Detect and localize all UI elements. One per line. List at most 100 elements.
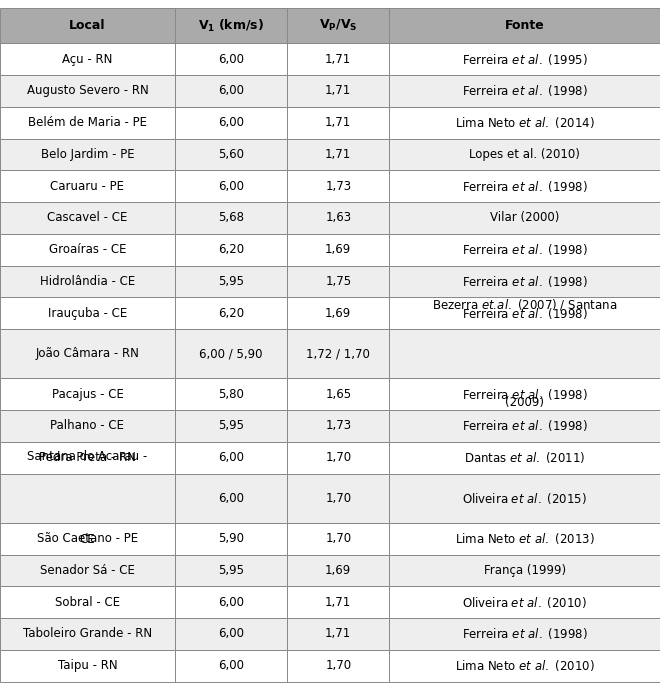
Text: Oliveira $\it{et\ al.}$ (2015): Oliveira $\it{et\ al.}$ (2015) <box>462 490 587 506</box>
Text: Irauçuba - CE: Irauçuba - CE <box>48 307 127 320</box>
Bar <box>389 43 660 75</box>
Text: Belém de Maria - PE: Belém de Maria - PE <box>28 116 147 129</box>
Text: Ferreira $\it{et\ al.}$ (1998): Ferreira $\it{et\ al.}$ (1998) <box>462 627 587 641</box>
Text: Hidrolândia - CE: Hidrolândia - CE <box>40 275 135 288</box>
Text: 5,80: 5,80 <box>218 388 244 401</box>
Text: 5,90: 5,90 <box>218 532 244 545</box>
Text: 1,65: 1,65 <box>325 388 351 401</box>
Text: Augusto Severo - RN: Augusto Severo - RN <box>26 84 148 97</box>
Bar <box>175 202 287 234</box>
Bar <box>287 234 389 266</box>
Bar <box>0 297 175 329</box>
Bar <box>287 410 389 442</box>
Text: Bezerra $\it{et\ al.}$ (2007) / Santana: Bezerra $\it{et\ al.}$ (2007) / Santana <box>432 297 617 312</box>
Bar <box>175 473 287 523</box>
Bar <box>175 410 287 442</box>
Bar <box>389 202 660 234</box>
Text: 6,00: 6,00 <box>218 84 244 97</box>
Text: 1,71: 1,71 <box>325 53 351 66</box>
Text: $\mathbf{V_P/V_S}$: $\mathbf{V_P/V_S}$ <box>319 18 358 34</box>
Bar <box>0 202 175 234</box>
Text: 6,00: 6,00 <box>218 53 244 66</box>
Bar <box>0 555 175 586</box>
Text: Taboleiro Grande - RN: Taboleiro Grande - RN <box>23 627 152 640</box>
Text: Ferreira $\it{et\ al.}$ (1998): Ferreira $\it{et\ al.}$ (1998) <box>462 419 587 434</box>
Text: 6,20: 6,20 <box>218 243 244 256</box>
Text: 5,95: 5,95 <box>218 419 244 432</box>
Text: 1,69: 1,69 <box>325 564 351 577</box>
Bar <box>389 171 660 202</box>
Text: 6,00: 6,00 <box>218 659 244 672</box>
Bar <box>389 138 660 171</box>
Bar <box>0 266 175 297</box>
Text: Açu - RN: Açu - RN <box>62 53 113 66</box>
Text: Belo Jardim - PE: Belo Jardim - PE <box>41 148 134 161</box>
Text: 5,68: 5,68 <box>218 212 244 225</box>
Text: São Caetano - PE: São Caetano - PE <box>37 532 138 545</box>
Text: 5,95: 5,95 <box>218 275 244 288</box>
Bar <box>287 75 389 107</box>
Bar <box>175 266 287 297</box>
Text: Ferreira $\it{et\ al.}$ (1998): Ferreira $\it{et\ al.}$ (1998) <box>462 306 587 321</box>
Text: Lopes et al. (2010): Lopes et al. (2010) <box>469 148 580 161</box>
Text: 1,69: 1,69 <box>325 243 351 256</box>
Bar <box>287 618 389 650</box>
Text: 1,71: 1,71 <box>325 596 351 609</box>
Text: 6,00: 6,00 <box>218 179 244 192</box>
Bar <box>0 138 175 171</box>
Text: Ferreira $\it{et\ al.}$ (1998): Ferreira $\it{et\ al.}$ (1998) <box>462 387 587 401</box>
Bar <box>0 75 175 107</box>
Text: Pacajus - CE: Pacajus - CE <box>51 388 123 401</box>
Bar <box>287 8 389 43</box>
Text: 1,75: 1,75 <box>325 275 351 288</box>
Text: 1,69: 1,69 <box>325 307 351 320</box>
Bar <box>389 107 660 138</box>
Bar <box>389 410 660 442</box>
Text: Caruaru - PE: Caruaru - PE <box>50 179 125 192</box>
Bar <box>175 555 287 586</box>
Text: CE: CE <box>80 534 95 547</box>
Bar <box>175 442 287 473</box>
Text: 1,71: 1,71 <box>325 84 351 97</box>
Bar <box>0 378 175 410</box>
Text: Local: Local <box>69 19 106 32</box>
Bar <box>0 523 175 555</box>
Bar <box>287 329 389 378</box>
Text: 1,70: 1,70 <box>325 451 351 464</box>
Bar <box>287 473 389 523</box>
Bar <box>389 442 660 473</box>
Bar <box>175 138 287 171</box>
Bar <box>287 555 389 586</box>
Bar <box>389 75 660 107</box>
Text: 1,71: 1,71 <box>325 148 351 161</box>
Bar <box>287 43 389 75</box>
Text: 6,00: 6,00 <box>218 492 244 505</box>
Bar <box>389 523 660 555</box>
Bar <box>175 234 287 266</box>
Bar <box>175 586 287 618</box>
Text: Palhano - CE: Palhano - CE <box>50 419 125 432</box>
Bar <box>175 75 287 107</box>
Text: Lima Neto $\it{et\ al.}$ (2010): Lima Neto $\it{et\ al.}$ (2010) <box>455 658 595 673</box>
Bar <box>287 378 389 410</box>
Text: Fonte: Fonte <box>505 19 544 32</box>
Text: Senador Sá - CE: Senador Sá - CE <box>40 564 135 577</box>
Text: Ferreira $\it{et\ al.}$ (1998): Ferreira $\it{et\ al.}$ (1998) <box>462 242 587 257</box>
Bar <box>389 618 660 650</box>
Text: 1,72 / 1,70: 1,72 / 1,70 <box>306 347 370 360</box>
Bar <box>389 329 660 378</box>
Bar <box>0 586 175 618</box>
Bar <box>389 586 660 618</box>
Text: 1,70: 1,70 <box>325 532 351 545</box>
Bar <box>175 297 287 329</box>
Bar <box>287 297 389 329</box>
Text: 6,00: 6,00 <box>218 451 244 464</box>
Text: 6,00: 6,00 <box>218 116 244 129</box>
Text: Ferreira $\it{et\ al.}$ (1995): Ferreira $\it{et\ al.}$ (1995) <box>462 51 587 66</box>
Bar <box>287 586 389 618</box>
Bar <box>175 650 287 682</box>
Bar <box>389 650 660 682</box>
Bar <box>389 8 660 43</box>
Bar <box>287 523 389 555</box>
Bar <box>0 234 175 266</box>
